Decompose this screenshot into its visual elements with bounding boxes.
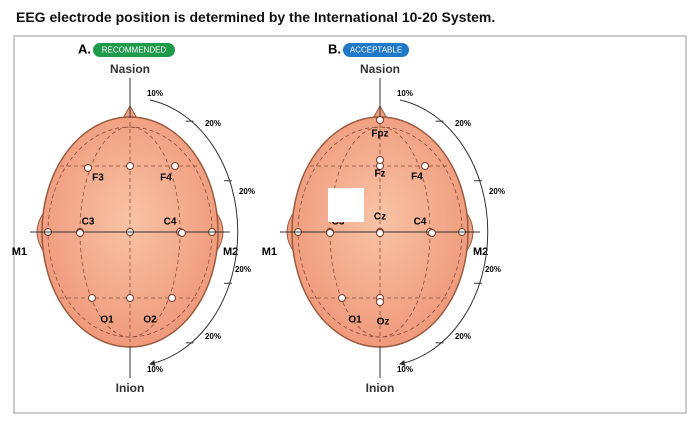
- electrode: [421, 162, 429, 170]
- electrode-label: F3: [92, 173, 104, 184]
- frame: [13, 35, 687, 414]
- panel-letter: A.: [78, 41, 91, 56]
- inion-label: Inion: [366, 381, 395, 395]
- electrode-label: Oz: [377, 317, 390, 328]
- percent-label: 20%: [485, 265, 501, 274]
- electrode: [376, 229, 384, 237]
- ref-label: M1: [12, 246, 27, 258]
- electrode-label: Fpz: [371, 129, 388, 140]
- nasion-label: Nasion: [110, 62, 150, 76]
- electrode-label: C4: [414, 217, 427, 228]
- electrode-label: Cz: [374, 212, 386, 223]
- electrode-label: F4: [411, 172, 423, 183]
- badge: ACCEPTABLE: [350, 46, 402, 55]
- ref-label: M2: [473, 246, 488, 258]
- percent-label: 20%: [455, 119, 471, 128]
- electrode-label: O1: [100, 315, 114, 326]
- electrode-label: O2: [143, 315, 157, 326]
- page-title: EEG electrode position is determined by …: [16, 9, 496, 25]
- node: [126, 162, 134, 170]
- electrode: [178, 229, 186, 237]
- occluder: [328, 188, 364, 222]
- electrode: [76, 229, 84, 237]
- ref-label: M2: [223, 246, 238, 258]
- percent-label: 10%: [147, 365, 163, 374]
- percent-label: 20%: [205, 119, 221, 128]
- electrode-label: Fz: [374, 169, 385, 180]
- percent-label: 10%: [397, 89, 413, 98]
- electrode-label: C4: [164, 217, 177, 228]
- electrode: [376, 156, 384, 164]
- electrode-label: F4: [160, 173, 172, 184]
- panel-letter: B.: [328, 41, 341, 56]
- badge-bg: [343, 43, 409, 57]
- electrode: [376, 116, 384, 124]
- electrode-label: C3: [82, 217, 95, 228]
- percent-label: 20%: [239, 187, 255, 196]
- percent-label: 10%: [147, 89, 163, 98]
- percent-label: 20%: [235, 265, 251, 274]
- electrode: [376, 298, 384, 306]
- percent-label: 20%: [205, 332, 221, 341]
- electrode-label: C3: [332, 217, 345, 228]
- electrode: [326, 229, 334, 237]
- percent-label: 20%: [455, 332, 471, 341]
- badge-bg: [93, 43, 175, 57]
- electrode-label: O1: [348, 315, 362, 326]
- node: [126, 294, 134, 302]
- electrode: [88, 294, 96, 302]
- electrode: [338, 294, 346, 302]
- ref-label: M1: [262, 246, 277, 258]
- percent-label: 10%: [397, 365, 413, 374]
- badge: RECOMMENDED: [102, 46, 167, 55]
- electrode: [168, 294, 176, 302]
- percent-label: 20%: [489, 187, 505, 196]
- nasion-label: Nasion: [360, 62, 400, 76]
- electrode: [84, 164, 92, 172]
- inion-label: Inion: [116, 381, 145, 395]
- electrode: [171, 162, 179, 170]
- electrode: [428, 229, 436, 237]
